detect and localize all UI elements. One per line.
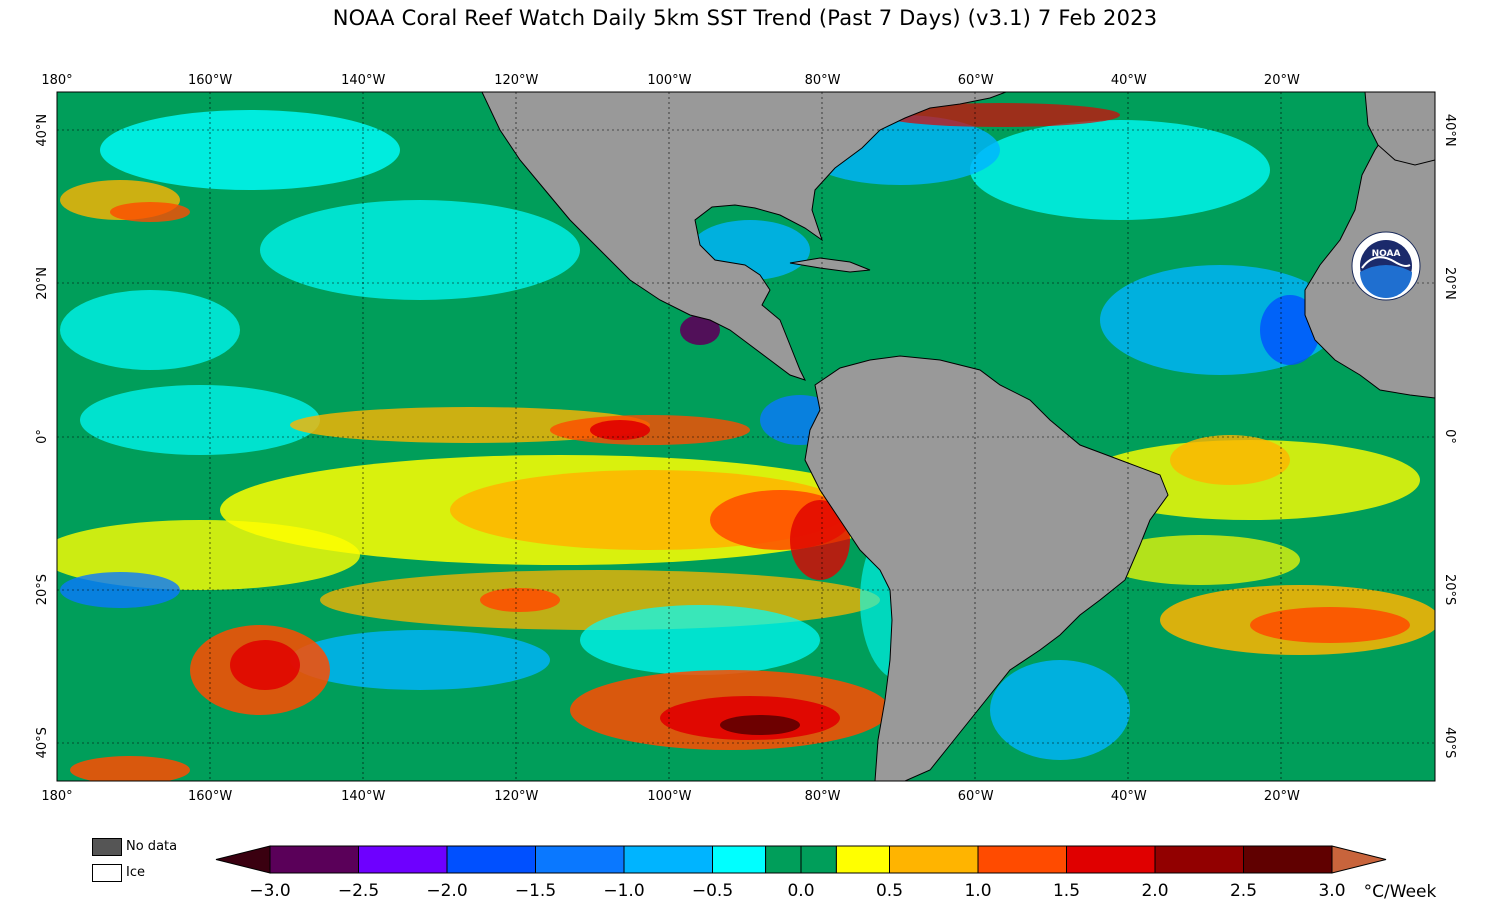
lat-label-left: 20°S bbox=[35, 574, 50, 605]
no-data-label: No data bbox=[126, 839, 178, 854]
lon-label-top: 120°W bbox=[494, 73, 538, 88]
colorbar-tick-label: 0.0 bbox=[787, 881, 814, 901]
colorbar-unit: °C/Week bbox=[1364, 882, 1437, 902]
colorbar-tick-label: −1.0 bbox=[603, 881, 644, 901]
lat-label-right: 20°N bbox=[1442, 267, 1457, 300]
colorbar-swatch bbox=[800, 845, 837, 874]
colorbar-tick-label: 1.5 bbox=[1053, 881, 1080, 901]
colorbar-tick-label: −2.0 bbox=[426, 881, 467, 901]
colorbar-swatch bbox=[1243, 845, 1333, 874]
lon-label-top: 160°W bbox=[188, 73, 232, 88]
colorbar-tick-label: 3.0 bbox=[1318, 881, 1345, 901]
colorbar-swatch bbox=[765, 845, 802, 874]
cuba-land bbox=[789, 257, 871, 273]
lon-labels-top: 180° 160°W 140°W 120°W 100°W 80°W 60°W 40°W 20°W bbox=[41, 73, 1300, 88]
lon-label-bottom: 140°W bbox=[341, 789, 385, 804]
map-frame bbox=[56, 91, 1436, 782]
lat-label-right: 20°S bbox=[1442, 574, 1457, 605]
colorbar-tick-label: −3.0 bbox=[249, 881, 290, 901]
colorbar-swatch bbox=[623, 845, 713, 874]
lat-label-left: 0° bbox=[35, 429, 50, 444]
lon-label-bottom: 160°W bbox=[188, 789, 232, 804]
europe-land bbox=[1364, 92, 1435, 166]
lat-label-left: 20°N bbox=[35, 267, 50, 300]
lon-label-top: 140°W bbox=[341, 73, 385, 88]
lon-labels-bottom: 180° 160°W 140°W 120°W 100°W 80°W 60°W 40°W 20°W bbox=[41, 789, 1300, 804]
colorbar-swatch bbox=[358, 845, 448, 874]
lat-label-left: 40°S bbox=[35, 727, 50, 758]
colorbar: −3.0 −2.5 −2.0 −1.5 −1.0 −0.5 0.0 0.5 1.0 1.5 2.0 2… bbox=[215, 845, 1387, 901]
noaa-logo: NOAA bbox=[1351, 231, 1421, 301]
lon-label-bottom: 80°W bbox=[805, 789, 841, 804]
lon-label-top: 180° bbox=[41, 73, 72, 88]
lon-label-top: 20°W bbox=[1264, 73, 1300, 88]
lon-label-bottom: 100°W bbox=[647, 789, 691, 804]
colorbar-swatch bbox=[269, 845, 359, 874]
svg-text:NOAA: NOAA bbox=[1372, 249, 1401, 259]
lat-label-right: 40°S bbox=[1442, 727, 1457, 758]
lat-label-right: 40°N bbox=[1442, 114, 1457, 147]
chart-title: NOAA Coral Reef Watch Daily 5km SST Tren… bbox=[332, 6, 1158, 30]
lon-label-top: 60°W bbox=[958, 73, 994, 88]
no-data-swatch bbox=[92, 838, 122, 856]
colorbar-tick-label: 2.5 bbox=[1230, 881, 1257, 901]
colorbar-swatch bbox=[835, 845, 891, 874]
lat-label-right: 0° bbox=[1442, 429, 1457, 444]
colorbar-swatch bbox=[1066, 845, 1156, 874]
colorbar-tick-label: −2.5 bbox=[338, 881, 379, 901]
lat-label-left: 40°N bbox=[35, 114, 50, 147]
lon-label-bottom: 40°W bbox=[1111, 789, 1147, 804]
colorbar-tick-label: −0.5 bbox=[692, 881, 733, 901]
colorbar-under-arrow bbox=[215, 845, 271, 874]
lat-labels-left: 40°N 20°N 0° 20°S 40°S bbox=[35, 114, 50, 758]
colorbar-swatch bbox=[977, 845, 1067, 874]
lat-labels-right: 40°N 20°N 0° 20°S 40°S bbox=[1442, 114, 1457, 758]
lon-label-bottom: 120°W bbox=[494, 789, 538, 804]
ice-swatch bbox=[92, 864, 122, 882]
colorbar-tick-label: 1.0 bbox=[964, 881, 991, 901]
colorbar-over-arrow bbox=[1331, 845, 1387, 874]
lon-label-top: 40°W bbox=[1111, 73, 1147, 88]
colorbar-swatch bbox=[1154, 845, 1244, 874]
lon-label-bottom: 20°W bbox=[1264, 789, 1300, 804]
lon-label-bottom: 60°W bbox=[958, 789, 994, 804]
colorbar-swatch bbox=[712, 845, 767, 874]
north-america-land bbox=[481, 92, 1007, 381]
lon-label-top: 100°W bbox=[647, 73, 691, 88]
colorbar-swatch bbox=[446, 845, 536, 874]
colorbar-tick-label: 0.5 bbox=[876, 881, 903, 901]
south-america-land bbox=[804, 355, 1169, 781]
colorbar-swatch bbox=[889, 845, 979, 874]
lon-label-bottom: 180° bbox=[41, 789, 72, 804]
colorbar-tick-label: −1.5 bbox=[515, 881, 556, 901]
colorbar-tick-label: 2.0 bbox=[1141, 881, 1168, 901]
colorbar-swatch bbox=[535, 845, 625, 874]
lon-label-top: 80°W bbox=[805, 73, 841, 88]
ice-label: Ice bbox=[126, 865, 145, 880]
